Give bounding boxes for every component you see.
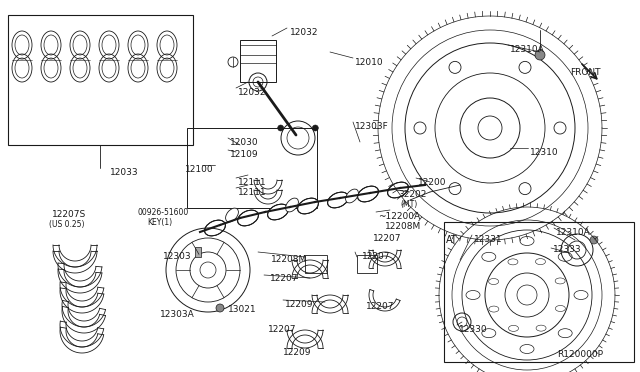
Text: 00926-51600: 00926-51600 — [137, 208, 188, 217]
Text: 12207: 12207 — [362, 252, 390, 261]
Bar — [240, 40, 276, 82]
Text: 12209: 12209 — [285, 300, 314, 309]
Text: 13021: 13021 — [228, 305, 257, 314]
Text: 12111: 12111 — [238, 188, 267, 197]
Text: ~12200A: ~12200A — [378, 212, 420, 221]
Text: 12100: 12100 — [185, 165, 214, 174]
Ellipse shape — [346, 189, 358, 203]
Text: 12207: 12207 — [366, 302, 394, 311]
Text: 12310A: 12310A — [556, 228, 591, 237]
Text: (US 0.25): (US 0.25) — [49, 220, 84, 229]
Bar — [305, 255, 327, 273]
Ellipse shape — [358, 186, 378, 202]
Ellipse shape — [205, 220, 225, 236]
Text: 12200: 12200 — [418, 178, 447, 187]
Text: KEY(1): KEY(1) — [147, 218, 172, 227]
Text: 32202: 32202 — [398, 190, 426, 199]
Text: 12209: 12209 — [283, 348, 312, 357]
Text: 12030: 12030 — [230, 138, 259, 147]
Text: 12303F: 12303F — [355, 122, 388, 131]
Bar — [195, 247, 201, 257]
Ellipse shape — [225, 208, 239, 222]
Bar — [8, 15, 193, 145]
Circle shape — [590, 236, 598, 244]
Text: 12207: 12207 — [373, 234, 401, 243]
Text: 12333: 12333 — [553, 245, 582, 254]
Ellipse shape — [237, 210, 259, 226]
Text: 12207: 12207 — [270, 274, 298, 283]
Text: 12330: 12330 — [459, 325, 488, 334]
Ellipse shape — [388, 182, 408, 198]
Circle shape — [278, 125, 284, 131]
Text: AT: AT — [446, 235, 458, 245]
Text: 12111: 12111 — [238, 178, 267, 187]
Text: 12303A: 12303A — [160, 310, 195, 319]
Ellipse shape — [285, 198, 298, 212]
Ellipse shape — [298, 198, 318, 214]
Text: 12310A: 12310A — [510, 45, 545, 54]
Bar — [357, 255, 377, 273]
Text: 12032: 12032 — [238, 88, 266, 97]
Bar — [187, 128, 317, 208]
Ellipse shape — [268, 204, 289, 220]
Text: 12033: 12033 — [110, 168, 139, 177]
Text: 12032: 12032 — [290, 28, 319, 37]
Text: 12109: 12109 — [230, 150, 259, 159]
Text: 12208M: 12208M — [271, 255, 307, 264]
Text: 12331: 12331 — [474, 235, 502, 244]
Circle shape — [535, 50, 545, 60]
Text: 12207: 12207 — [268, 325, 296, 334]
Text: 12310: 12310 — [530, 148, 559, 157]
Ellipse shape — [328, 192, 348, 208]
Text: 12010: 12010 — [355, 58, 383, 67]
Text: FRONT: FRONT — [570, 68, 600, 77]
Bar — [444, 222, 634, 362]
Text: R120000P: R120000P — [557, 350, 603, 359]
Circle shape — [216, 304, 224, 312]
Text: 12207S: 12207S — [52, 210, 86, 219]
Circle shape — [312, 125, 318, 131]
Text: 12303: 12303 — [163, 252, 191, 261]
Text: (MT): (MT) — [400, 200, 417, 209]
Text: 12208M: 12208M — [385, 222, 421, 231]
